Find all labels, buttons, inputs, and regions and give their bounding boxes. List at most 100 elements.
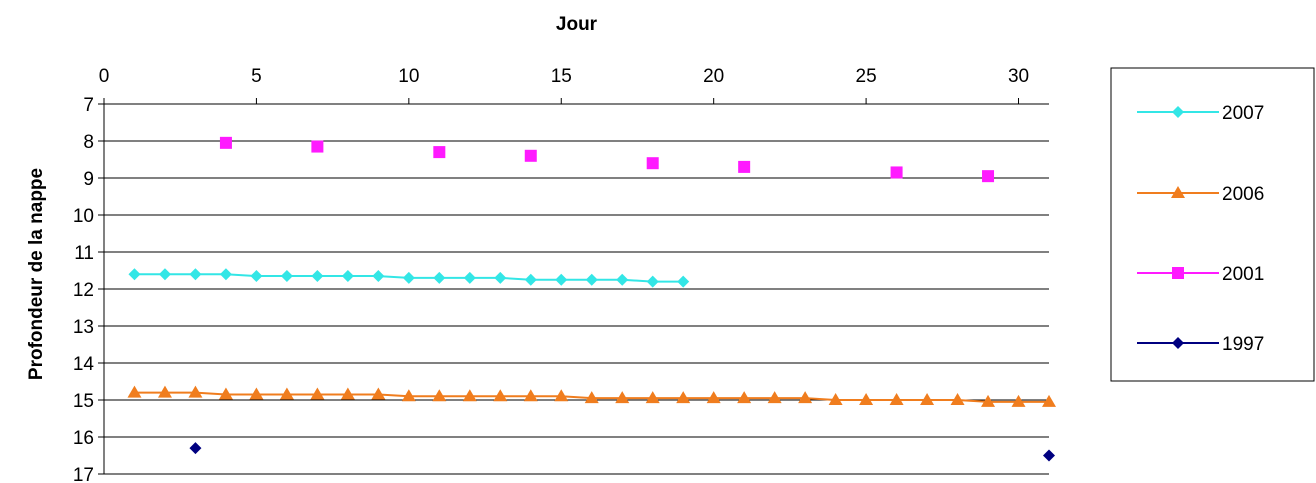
y-axis-ticks: 7 8 9 10 11 12 13 14 15 16 17 xyxy=(73,95,104,483)
y-tick-label: 8 xyxy=(83,132,94,153)
data-point-2006 xyxy=(157,385,172,398)
data-point-2007 xyxy=(372,270,385,283)
data-point-2006 xyxy=(493,389,508,402)
series-1997 xyxy=(189,442,1055,462)
data-point-2006 xyxy=(401,389,416,402)
x-axis-title: Jour xyxy=(556,14,598,35)
data-point-2007 xyxy=(280,270,293,283)
legend-item-2001: 2001 xyxy=(1137,264,1264,285)
legend-item-1997: 1997 xyxy=(1137,334,1264,355)
data-point-2007 xyxy=(433,271,446,284)
legend-item-2006: 2006 xyxy=(1137,184,1264,205)
data-point-2006 xyxy=(188,385,203,398)
data-point-2006 xyxy=(645,391,660,404)
legend-swatch-marker xyxy=(1172,267,1184,279)
y-tick-label: 13 xyxy=(73,317,94,338)
data-point-2007 xyxy=(128,268,141,281)
series-2006 xyxy=(127,385,1056,407)
plot-area: 0 5 10 15 20 25 30 7 8 9 10 11 12 13 14 15 16 17 xyxy=(73,66,1056,483)
data-point-2006 xyxy=(279,387,294,400)
data-point-2006 xyxy=(828,393,843,405)
data-point-2006 xyxy=(371,387,386,400)
legend-swatch-marker xyxy=(1171,186,1185,198)
data-point-2001 xyxy=(524,149,537,162)
x-axis-ticks: 0 5 10 15 20 25 30 xyxy=(99,66,1029,104)
y-tick-label: 12 xyxy=(73,280,94,301)
data-point-2006 xyxy=(554,389,569,402)
data-point-2006 xyxy=(584,391,599,404)
data-point-2006 xyxy=(676,391,691,404)
x-tick-label: 10 xyxy=(398,66,419,87)
data-point-2006 xyxy=(950,393,965,405)
legend-swatch-marker xyxy=(1172,337,1184,349)
legend-label: 2001 xyxy=(1222,264,1264,285)
y-tick-label: 9 xyxy=(83,169,94,190)
data-point-1997 xyxy=(1043,449,1055,462)
y-tick-label: 10 xyxy=(73,206,94,227)
data-point-2007 xyxy=(646,275,659,288)
data-point-2007 xyxy=(494,271,507,284)
data-point-2007 xyxy=(250,270,263,283)
data-point-2007 xyxy=(341,270,354,283)
data-point-2006 xyxy=(1042,394,1056,407)
y-tick-label: 16 xyxy=(73,428,94,449)
data-point-2006 xyxy=(218,387,233,400)
legend-box xyxy=(1110,67,1315,382)
data-point-2007 xyxy=(158,268,171,281)
legend-label: 1997 xyxy=(1222,334,1264,355)
data-point-2006 xyxy=(615,391,630,404)
x-tick-label: 25 xyxy=(856,66,877,87)
x-tick-label: 30 xyxy=(1008,66,1029,87)
data-point-2006 xyxy=(432,389,447,402)
data-point-2007 xyxy=(219,268,232,281)
legend-label: 2006 xyxy=(1222,184,1264,205)
data-point-2006 xyxy=(859,393,874,405)
legend-swatch-marker xyxy=(1172,106,1184,118)
data-point-2001 xyxy=(433,146,446,159)
data-point-2006 xyxy=(523,389,538,402)
data-point-2006 xyxy=(1011,394,1026,407)
data-point-2006 xyxy=(706,391,721,404)
y-tick-label: 15 xyxy=(73,391,94,412)
data-point-2006 xyxy=(920,393,935,405)
x-tick-label: 5 xyxy=(251,66,262,87)
data-point-2001 xyxy=(311,140,324,153)
data-point-2007 xyxy=(402,271,415,284)
data-point-2001 xyxy=(738,160,751,173)
legend-label: 2007 xyxy=(1222,103,1264,124)
y-tick-label: 11 xyxy=(74,243,94,264)
data-point-2001 xyxy=(646,157,659,170)
data-point-2007 xyxy=(463,271,476,284)
data-point-1997 xyxy=(189,442,202,455)
data-point-2007 xyxy=(677,275,690,288)
series-layer xyxy=(127,136,1056,462)
data-point-2001 xyxy=(982,170,995,183)
data-point-2001 xyxy=(219,136,232,149)
y-tick-label: 17 xyxy=(73,465,94,483)
data-point-2007 xyxy=(616,273,629,286)
series-2001 xyxy=(219,136,995,183)
y-tick-label: 7 xyxy=(83,95,94,116)
data-point-2006 xyxy=(310,387,325,400)
data-point-2007 xyxy=(311,270,324,283)
data-point-2001 xyxy=(890,166,903,179)
x-tick-label: 0 xyxy=(99,66,110,87)
data-point-2006 xyxy=(981,394,996,407)
y-axis-title: Profondeur de la nappe xyxy=(26,168,47,380)
data-point-2006 xyxy=(127,385,142,398)
data-point-2006 xyxy=(462,389,477,402)
data-point-2006 xyxy=(340,387,355,400)
data-point-2006 xyxy=(249,387,264,400)
series-2007 xyxy=(128,268,690,288)
data-point-2007 xyxy=(524,273,537,286)
data-point-2006 xyxy=(798,391,813,404)
data-point-2006 xyxy=(767,391,782,404)
data-point-2007 xyxy=(585,273,598,286)
gridlines xyxy=(104,140,1049,475)
legend-item-2007: 2007 xyxy=(1137,103,1264,124)
y-tick-label: 14 xyxy=(73,354,95,375)
data-point-2006 xyxy=(737,391,752,404)
data-point-2007 xyxy=(189,268,202,281)
data-point-2007 xyxy=(555,273,568,286)
